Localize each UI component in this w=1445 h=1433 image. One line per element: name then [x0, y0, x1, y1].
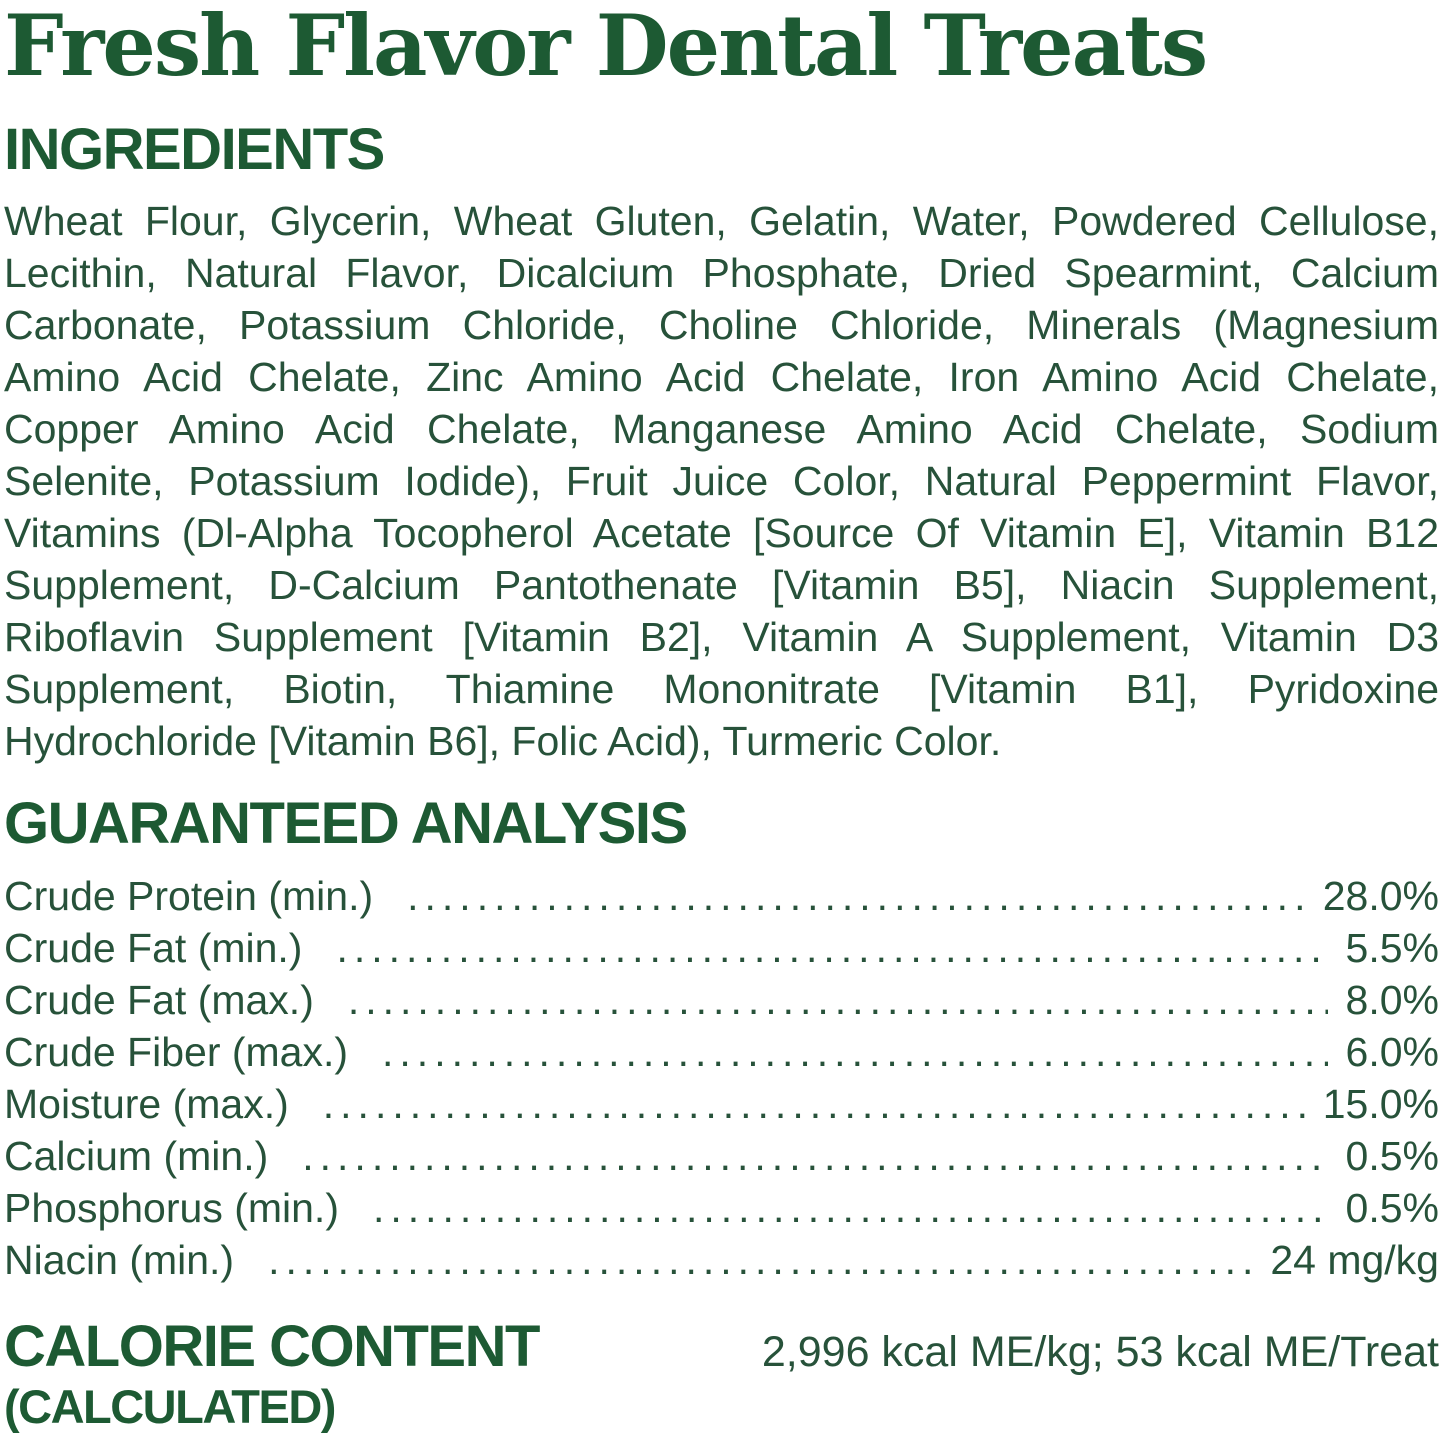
page-title: Fresh Flavor Dental Treats: [4, 0, 1208, 95]
analysis-label: Crude Protein (min.): [4, 873, 374, 920]
calorie-value: 2,996 kcal ME/kg; 53 kcal ME/Treat: [761, 1328, 1439, 1377]
analysis-value: 24 mg/kg: [1270, 1237, 1439, 1284]
analysis-row: Niacin (min.) 24 mg/kg: [4, 1234, 1439, 1286]
calorie-calculated-subheading: (CALCULATED): [4, 1379, 336, 1433]
leader-dots: [323, 1078, 1305, 1130]
analysis-label: Moisture (max.): [4, 1081, 289, 1128]
analysis-label: Crude Fat (max.): [4, 977, 314, 1024]
ingredients-text: Wheat Flour, Glycerin, Wheat Gluten, Gel…: [4, 197, 1439, 764]
leader-dots: [268, 1234, 1252, 1286]
analysis-value: 5.5%: [1345, 925, 1439, 972]
analysis-label: Crude Fat (min.): [4, 925, 303, 972]
guaranteed-analysis-table: Crude Protein (min.) 28.0% Crude Fat (mi…: [4, 870, 1439, 1286]
analysis-value: 15.0%: [1322, 1081, 1439, 1128]
leader-dots: [373, 1182, 1328, 1234]
analysis-value: 28.0%: [1322, 873, 1439, 920]
analysis-row: Crude Fiber (max.) 6.0%: [4, 1026, 1439, 1078]
leader-dots: [382, 1026, 1328, 1078]
analysis-row: Phosphorus (min.) 0.5%: [4, 1182, 1439, 1234]
analysis-row: Crude Protein (min.) 28.0%: [4, 870, 1439, 922]
analysis-label: Niacin (min.): [4, 1237, 235, 1284]
leader-dots: [336, 922, 1327, 974]
analysis-label: Calcium (min.): [4, 1133, 269, 1180]
calorie-content-section: CALORIE CONTENT (CALCULATED) 2,996 kcal …: [4, 1316, 1439, 1431]
guaranteed-analysis-section: GUARANTEED ANALYSIS Crude Protein (min.)…: [4, 790, 1439, 1286]
analysis-label: Crude Fiber (max.): [4, 1029, 349, 1076]
leader-dots: [407, 870, 1305, 922]
ingredients-section: INGREDIENTS Wheat Flour, Glycerin, Wheat…: [4, 119, 1439, 766]
analysis-label: Phosphorus (min.): [4, 1185, 339, 1232]
leader-dots: [302, 1130, 1327, 1182]
analysis-value: 8.0%: [1345, 977, 1439, 1024]
analysis-row: Crude Fat (min.) 5.5%: [4, 922, 1439, 974]
analysis-row: Moisture (max.) 15.0%: [4, 1078, 1439, 1130]
analysis-value: 0.5%: [1345, 1185, 1439, 1232]
ingredients-heading: INGREDIENTS: [4, 117, 385, 183]
analysis-row: Crude Fat (max.) 8.0%: [4, 974, 1439, 1026]
calorie-headings: CALORIE CONTENT (CALCULATED): [4, 1314, 540, 1433]
analysis-row: Calcium (min.) 0.5%: [4, 1130, 1439, 1182]
calorie-content-heading: CALORIE CONTENT: [4, 1314, 540, 1380]
analysis-value: 6.0%: [1345, 1029, 1439, 1076]
analysis-value: 0.5%: [1345, 1133, 1439, 1180]
leader-dots: [348, 974, 1328, 1026]
guaranteed-analysis-heading: GUARANTEED ANALYSIS: [4, 790, 688, 856]
